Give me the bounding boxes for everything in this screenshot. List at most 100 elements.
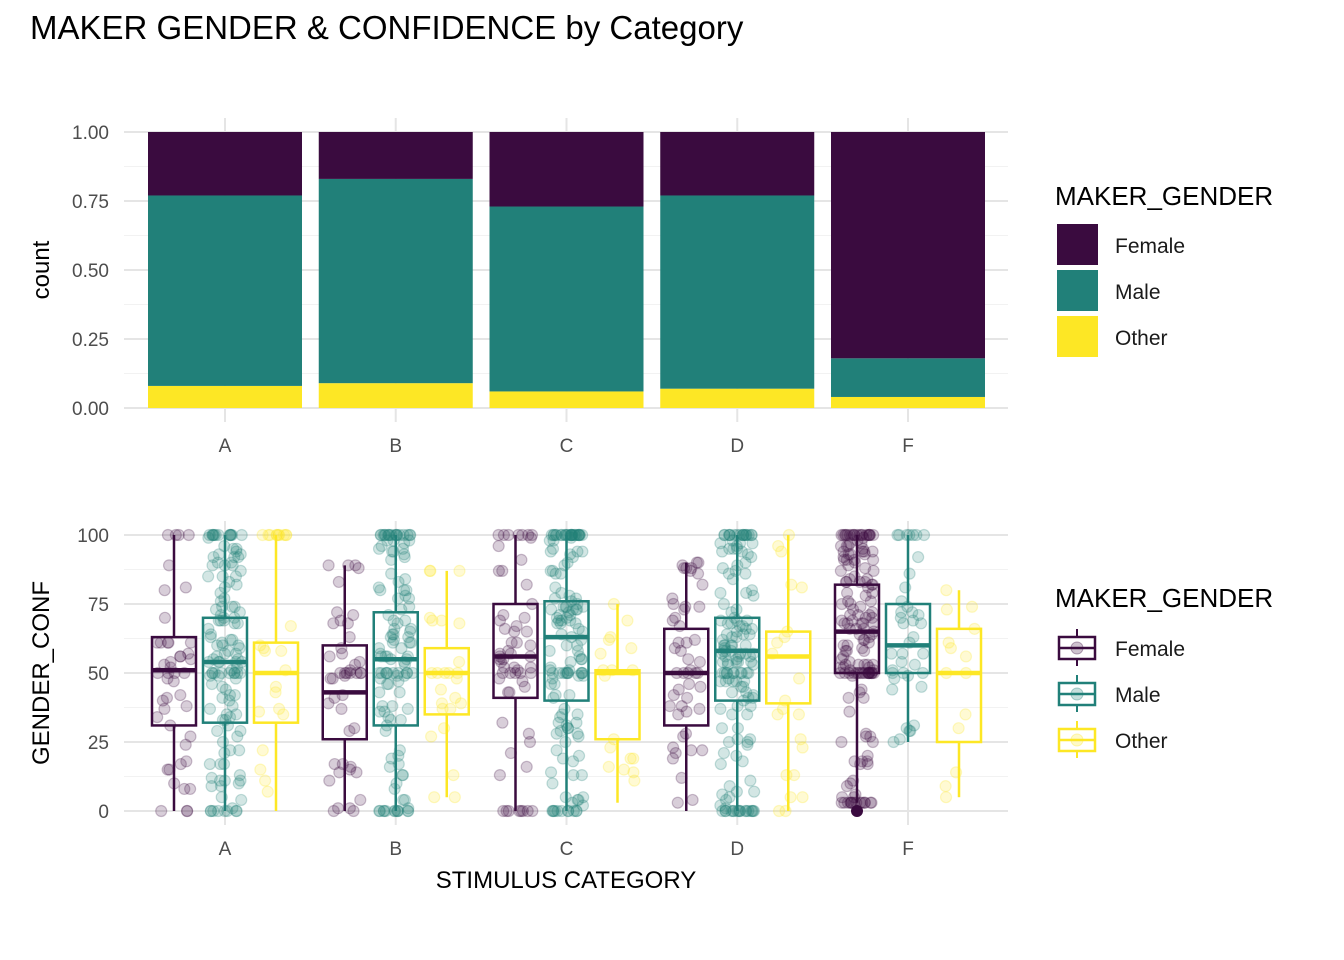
- jitter-point-d-other: [771, 636, 784, 649]
- jitter-point-a-male: [228, 666, 241, 680]
- jitter-point-f-female: [863, 608, 876, 622]
- jitter-point-a-male: [209, 603, 223, 616]
- jitter-point-f-male: [912, 550, 925, 564]
- jitter-point-f-female: [866, 606, 879, 619]
- jitter-point-a-other: [261, 785, 274, 798]
- jitter-point-a-female: [158, 702, 171, 715]
- jitter-point-f-female: [861, 658, 874, 671]
- bar-f-male: [831, 358, 985, 397]
- jitter-point-d-other: [792, 672, 806, 685]
- jitter-point-c-male: [561, 528, 574, 542]
- x-tick-label: C: [560, 839, 574, 860]
- jitter-point-b-male: [372, 581, 385, 594]
- jitter-point-f-female: [858, 633, 871, 646]
- legend-label-female: Female: [1115, 235, 1185, 258]
- boxplot-a-female: [150, 535, 198, 811]
- jitter-point-d-male: [741, 738, 754, 751]
- jitter-point-b-male: [386, 700, 399, 713]
- jitter-point-d-other: [787, 769, 801, 782]
- boxplot-f-male: [884, 535, 932, 742]
- jitter-point-f-female: [842, 595, 855, 608]
- jitter-point-a-female: [164, 655, 177, 669]
- legend-key-female: [1057, 224, 1098, 265]
- jitter-point-b-male: [381, 677, 394, 691]
- jitter-point-f-male: [912, 608, 925, 622]
- jitter-point-f-female: [859, 589, 872, 602]
- jitter-point-a-male: [225, 528, 239, 542]
- jitter-point-d-male: [730, 653, 743, 666]
- jitter-point-c-male: [570, 716, 583, 729]
- jitter-point-f-male: [900, 722, 913, 735]
- jitter-point-a-male: [226, 559, 239, 572]
- jitter-point-c-female: [492, 539, 505, 553]
- jitter-point-b-male: [403, 534, 416, 547]
- jitter-point-b-male: [375, 539, 388, 553]
- jitter-point-b-female: [343, 724, 356, 738]
- jitter-point-a-male: [211, 556, 225, 569]
- boxplot-c-other: [594, 604, 641, 803]
- x-tick-label: B: [389, 436, 402, 457]
- jitter-point-c-female: [497, 608, 510, 622]
- jitter-point-c-male: [573, 528, 586, 542]
- jitter-point-c-male: [566, 796, 579, 809]
- jitter-point-f-female: [862, 528, 875, 542]
- jitter-point-a-male: [216, 691, 229, 704]
- jitter-point-a-male: [227, 542, 240, 555]
- jitter-point-f-other: [959, 650, 973, 663]
- jitter-point-c-female: [498, 622, 511, 635]
- jitter-point-c-male: [563, 664, 576, 677]
- y-axis-title: count: [28, 240, 55, 299]
- jitter-point-f-female: [863, 528, 876, 542]
- x-tick-label: D: [730, 839, 744, 860]
- jitter-point-a-male: [230, 708, 243, 721]
- jitter-point-a-female: [161, 672, 174, 685]
- jitter-point-f-female: [859, 730, 873, 743]
- jitter-point-a-other: [262, 528, 275, 542]
- jitter-point-f-female: [844, 597, 857, 611]
- box-body: [372, 611, 419, 727]
- jitter-point-b-male: [398, 550, 411, 564]
- jitter-point-f-female: [841, 617, 854, 630]
- jitter-point-d-male: [745, 550, 758, 564]
- jitter-point-c-other: [628, 774, 641, 787]
- jitter-point-c-male: [564, 655, 577, 669]
- jitter-point-a-female: [174, 688, 187, 702]
- jitter-point-b-female: [340, 666, 353, 680]
- boxplot-d-female: [663, 562, 710, 811]
- jitter-point-f-other: [940, 603, 953, 616]
- jitter-point-a-male: [231, 666, 244, 680]
- boxplot-d-other: [765, 535, 812, 811]
- jitter-point-b-female: [338, 666, 352, 680]
- jitter-point-d-male: [746, 537, 759, 550]
- jitter-point-a-other: [258, 644, 272, 658]
- jitter-point-c-male: [570, 528, 583, 542]
- jitter-point-a-male: [223, 666, 236, 680]
- jitter-point-d-female: [693, 600, 706, 613]
- jitter-point-c-male: [564, 608, 577, 622]
- jitter-point-c-female: [515, 553, 528, 566]
- box-body: [252, 641, 300, 724]
- jitter-point-f-female: [858, 796, 871, 809]
- jitter-point-f-female: [837, 550, 850, 564]
- jitter-point-d-male: [745, 804, 758, 818]
- jitter-point-f-male: [917, 647, 930, 660]
- jitter-point-c-female: [508, 661, 521, 674]
- jitter-point-c-male: [549, 528, 562, 542]
- jitter-point-a-male: [228, 550, 241, 564]
- bar-c-other: [489, 391, 644, 408]
- boxplot-a-male: [201, 535, 249, 811]
- jitter-point-f-female: [855, 617, 868, 630]
- jitter-point-c-other: [624, 752, 637, 765]
- jitter-point-a-male: [204, 669, 217, 682]
- jitter-point-c-other: [627, 752, 640, 765]
- jitter-point-b-other: [423, 611, 437, 624]
- jitter-point-d-male: [739, 804, 752, 818]
- jitter-point-a-male: [228, 600, 241, 613]
- jitter-point-d-male: [744, 774, 757, 787]
- jitter-point-f-female: [859, 727, 873, 740]
- jitter-point-f-female: [837, 545, 850, 558]
- bar-a-female: [148, 132, 302, 196]
- jitter-point-d-male: [716, 633, 729, 646]
- legend-label-male: Male: [1115, 281, 1161, 304]
- jitter-point-a-male: [202, 531, 215, 544]
